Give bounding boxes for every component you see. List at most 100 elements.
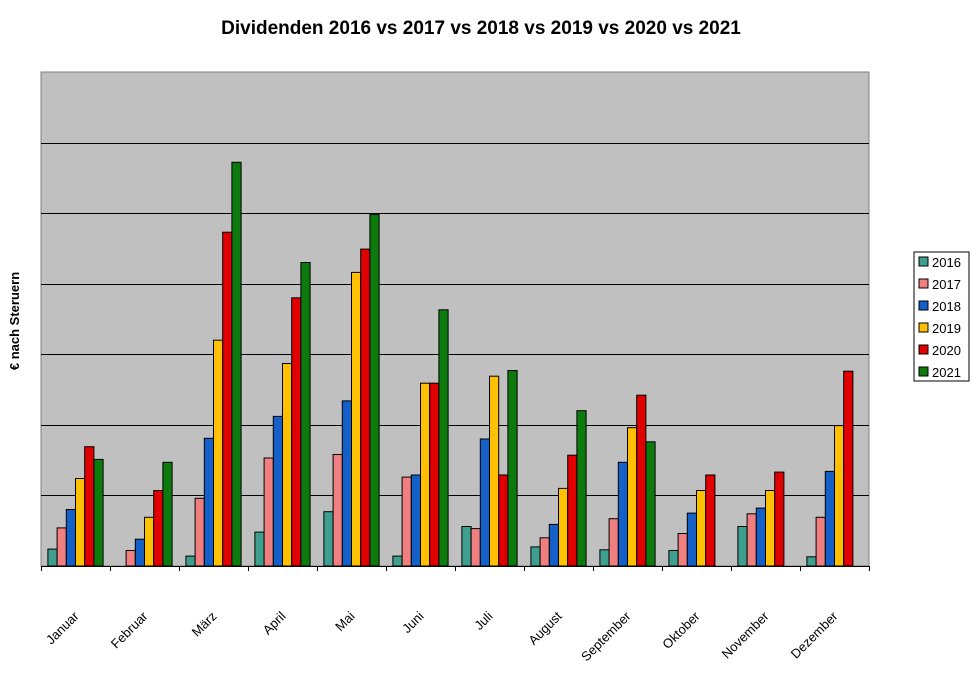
- bar-2019-april: [282, 363, 293, 567]
- bar-2017-juli: [470, 528, 481, 567]
- legend-label-2018: 2018: [932, 299, 961, 314]
- bar-2017-september: [608, 518, 619, 567]
- bar-2018-märz: [203, 437, 215, 567]
- bar-2021-august: [576, 410, 587, 567]
- bar-2016-dezember: [806, 556, 817, 567]
- bar-2018-august: [548, 523, 559, 567]
- bar-2016-september: [599, 549, 610, 567]
- bar-2016-november: [737, 526, 748, 567]
- y-axis-label: € nach Steruern: [7, 272, 22, 370]
- bar-2016-märz: [185, 555, 196, 567]
- bar-2016-april: [254, 531, 265, 567]
- bar-2017-januar: [56, 527, 67, 567]
- bar-2018-dezember: [824, 470, 835, 567]
- bar-2021-mai: [369, 214, 380, 567]
- bar-2020-april: [291, 297, 302, 567]
- plot-area: [40, 71, 870, 567]
- bar-2020-oktober: [705, 474, 716, 567]
- bar-2017-oktober: [677, 533, 688, 567]
- x-tick-label: Dezember: [788, 608, 841, 661]
- bar-2019-juni: [420, 382, 431, 567]
- bar-2019-oktober: [696, 490, 707, 567]
- bar-2021-märz: [231, 161, 242, 567]
- bar-2016-januar: [47, 548, 58, 567]
- legend-swatch-2018: [918, 300, 929, 311]
- bar-2019-november: [765, 490, 776, 567]
- bar-2021-februar: [162, 461, 173, 567]
- bar-2020-november: [774, 471, 785, 567]
- bar-2020-januar: [84, 446, 95, 567]
- x-tick-label: Februar: [108, 608, 151, 651]
- bar-2016-juli: [461, 526, 472, 567]
- bar-2021-juli: [507, 370, 518, 567]
- bar-2018-juni: [410, 474, 421, 567]
- bar-2019-september: [627, 427, 638, 567]
- legend-box: [913, 251, 970, 382]
- bar-2018-juli: [479, 438, 490, 567]
- legend-swatch-2016: [918, 256, 929, 267]
- bar-2018-april: [272, 415, 283, 567]
- legend-swatch-2020: [918, 344, 929, 355]
- legend-label-2021: 2021: [932, 365, 961, 380]
- bar-2020-märz: [222, 231, 233, 567]
- bar-2017-april: [263, 457, 274, 567]
- bar-2018-mai: [341, 400, 352, 567]
- bar-2018-september: [617, 461, 628, 567]
- bar-2017-dezember: [815, 516, 826, 567]
- bar-2017-november: [746, 513, 757, 567]
- legend-swatch-2017: [918, 278, 929, 289]
- x-tick-label: September: [578, 608, 634, 664]
- bar-2019-august: [558, 487, 569, 567]
- bar-2018-januar: [65, 509, 77, 567]
- bar-2018-november: [755, 507, 766, 567]
- bar-2017-mai: [332, 454, 343, 567]
- bar-2021-juni: [438, 309, 449, 567]
- bar-2019-februar: [144, 516, 155, 567]
- bar-2020-februar: [153, 490, 164, 567]
- bar-2020-juli: [498, 474, 509, 567]
- legend-label-2020: 2020: [932, 343, 961, 358]
- bar-2016-mai: [323, 511, 334, 567]
- bar-2021-april: [300, 262, 311, 567]
- legend-label-2016: 2016: [932, 255, 961, 270]
- bar-2018-oktober: [686, 512, 697, 567]
- bar-2021-september: [645, 441, 656, 567]
- bar-2017-juni: [401, 476, 412, 567]
- bar-2020-mai: [360, 248, 371, 567]
- x-tick-label: November: [719, 608, 772, 661]
- x-tick-labels: Januar Februar März April Mai Juni Juli August S…: [43, 608, 841, 664]
- bar-2017-februar: [125, 550, 136, 567]
- bar-2019-januar: [75, 478, 86, 567]
- bar-2019-juli: [489, 375, 500, 567]
- bar-2020-september: [636, 394, 647, 567]
- bar-2016-juni: [392, 555, 403, 567]
- gridlines: [41, 143, 869, 496]
- x-tick-label: Juli: [471, 608, 495, 632]
- legend-label-2019: 2019: [932, 321, 961, 336]
- chart-title: Dividenden 2016 vs 2017 vs 2018 vs 2019 …: [221, 18, 741, 39]
- bar-2017-august: [539, 537, 550, 567]
- legend-swatch-2019: [918, 322, 929, 333]
- x-tick-label: Juni: [399, 608, 427, 636]
- x-tick-label: März: [189, 609, 220, 640]
- x-tick-label: Oktober: [659, 608, 703, 652]
- x-tick-label: Mai: [332, 608, 357, 633]
- bar-2019-märz: [213, 339, 224, 567]
- bar-2020-august: [567, 454, 578, 567]
- x-tick-label: August: [525, 608, 564, 647]
- legend: 2016 2017 2018 2019 2020 2021: [913, 251, 970, 382]
- bar-2021-januar: [93, 458, 104, 567]
- bar-2020-juni: [429, 382, 440, 567]
- x-tick-label: Januar: [43, 608, 82, 647]
- bars-group: [47, 161, 854, 567]
- x-axis: [41, 566, 870, 571]
- legend-swatch-2021: [918, 366, 929, 377]
- legend-items: 2016 2017 2018 2019 2020 2021: [918, 255, 961, 380]
- bar-2017-märz: [194, 497, 205, 567]
- bar-2019-mai: [351, 271, 362, 567]
- bar-2016-august: [530, 546, 541, 567]
- bar-2016-oktober: [668, 550, 679, 567]
- bar-2020-dezember: [843, 370, 854, 567]
- x-tick-label: April: [260, 608, 289, 637]
